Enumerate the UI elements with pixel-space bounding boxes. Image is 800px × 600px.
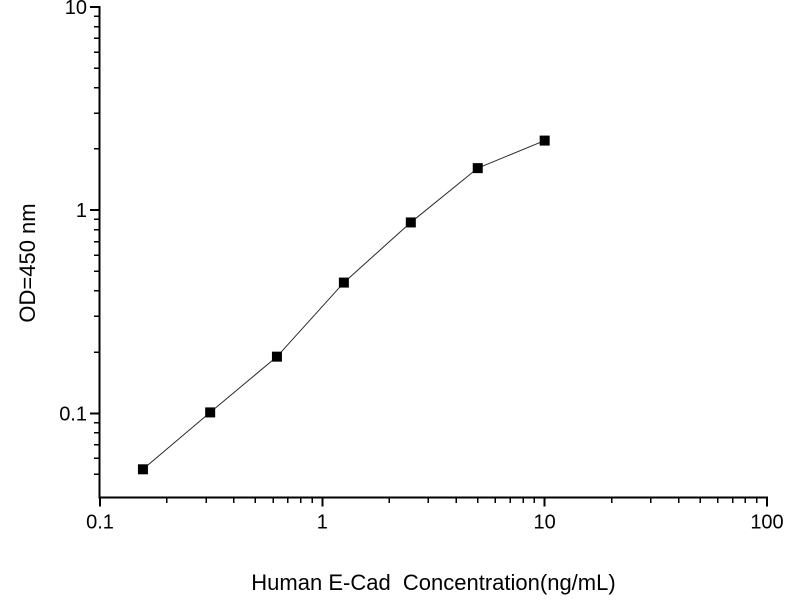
data-point-marker: [405, 217, 416, 228]
data-point-marker: [271, 351, 282, 362]
x-tick-label: 100: [750, 512, 783, 534]
y-tick-label: 0.1: [59, 403, 87, 425]
y-tick-label: 1: [76, 200, 87, 222]
data-point-marker: [338, 277, 349, 288]
x-tick-label: 0.1: [86, 512, 114, 534]
y-tick-label: 10: [65, 0, 87, 19]
series-line: [142, 140, 545, 470]
data-point-marker: [137, 464, 148, 475]
y-axis-title: OD=450 nm: [15, 203, 40, 323]
data-point-marker: [472, 163, 483, 174]
data-point-marker: [205, 407, 216, 418]
x-tick-label: 10: [534, 512, 556, 534]
x-axis-title: Human E-Cad Concentration(ng/mL): [251, 570, 616, 595]
x-tick-label: 1: [317, 512, 328, 534]
data-point-marker: [539, 135, 550, 146]
